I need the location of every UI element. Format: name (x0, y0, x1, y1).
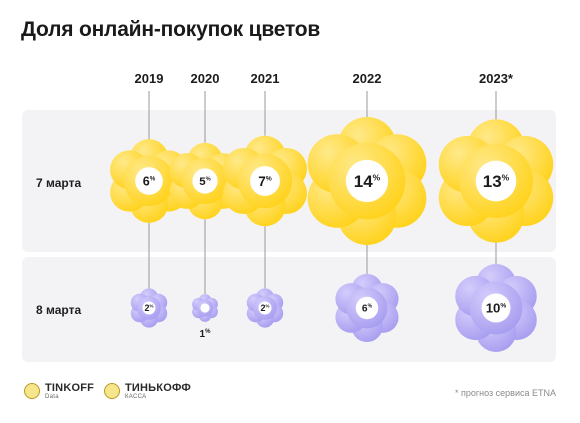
logo-name: TINKOFF (45, 382, 95, 394)
flower-icon-march8-4 (455, 264, 537, 352)
flower-center (250, 166, 280, 196)
flower-icon-march8-3 (335, 273, 399, 343)
flower-center (355, 296, 379, 320)
flower-icon-march7-3 (307, 117, 427, 245)
flower-center (192, 168, 218, 194)
flower-center (135, 167, 163, 195)
year-label: 2023* (479, 71, 514, 86)
flower-icon-march7-1 (169, 142, 241, 220)
flower-center (142, 301, 156, 315)
value-label-march7: 14% (354, 172, 381, 191)
row-label-march-8: 8 марта (36, 303, 82, 317)
year-label: 2021 (251, 71, 280, 86)
flower-icon-march8-2 (246, 288, 284, 328)
logo-sub: КАССА (125, 394, 147, 400)
value-label-march7: 6% (143, 175, 156, 189)
flower-center (200, 303, 210, 313)
value-label-march8: 1% (200, 329, 212, 340)
value-label-march8: 2% (144, 303, 153, 313)
flower-icon-march7-0 (110, 139, 188, 223)
flower-center (345, 159, 389, 203)
tinkoff-logo-icon (104, 383, 120, 399)
footnote: * прогноз сервиса ETNA (455, 388, 556, 398)
flower-icon-march7-2 (223, 135, 307, 227)
tinkoff-logo-icon (24, 383, 40, 399)
flower-center (481, 293, 511, 323)
logo-sub: Data (45, 394, 59, 400)
value-label-march8: 10% (486, 301, 507, 316)
year-label: 2019 (135, 71, 164, 86)
value-label-march8: 2% (260, 303, 269, 313)
flower-center (258, 301, 272, 315)
value-label-march7: 7% (258, 174, 272, 189)
value-label-march7: 5% (199, 176, 210, 188)
chart-title: Доля онлайн-покупок цветов (21, 18, 321, 41)
value-label-march8: 6% (362, 304, 373, 315)
row-label-march-7: 7 марта (36, 176, 82, 190)
year-label: 2022 (353, 71, 382, 86)
logo-name: ТИНЬКОФФ (125, 382, 191, 394)
flower-icon-march7-4 (438, 119, 554, 243)
value-label-march7: 13% (483, 172, 510, 191)
year-label: 2020 (191, 71, 220, 86)
flower-icon-march8-1 (192, 294, 218, 322)
flower-center (475, 160, 517, 202)
flower-icon-march8-0 (130, 288, 168, 328)
